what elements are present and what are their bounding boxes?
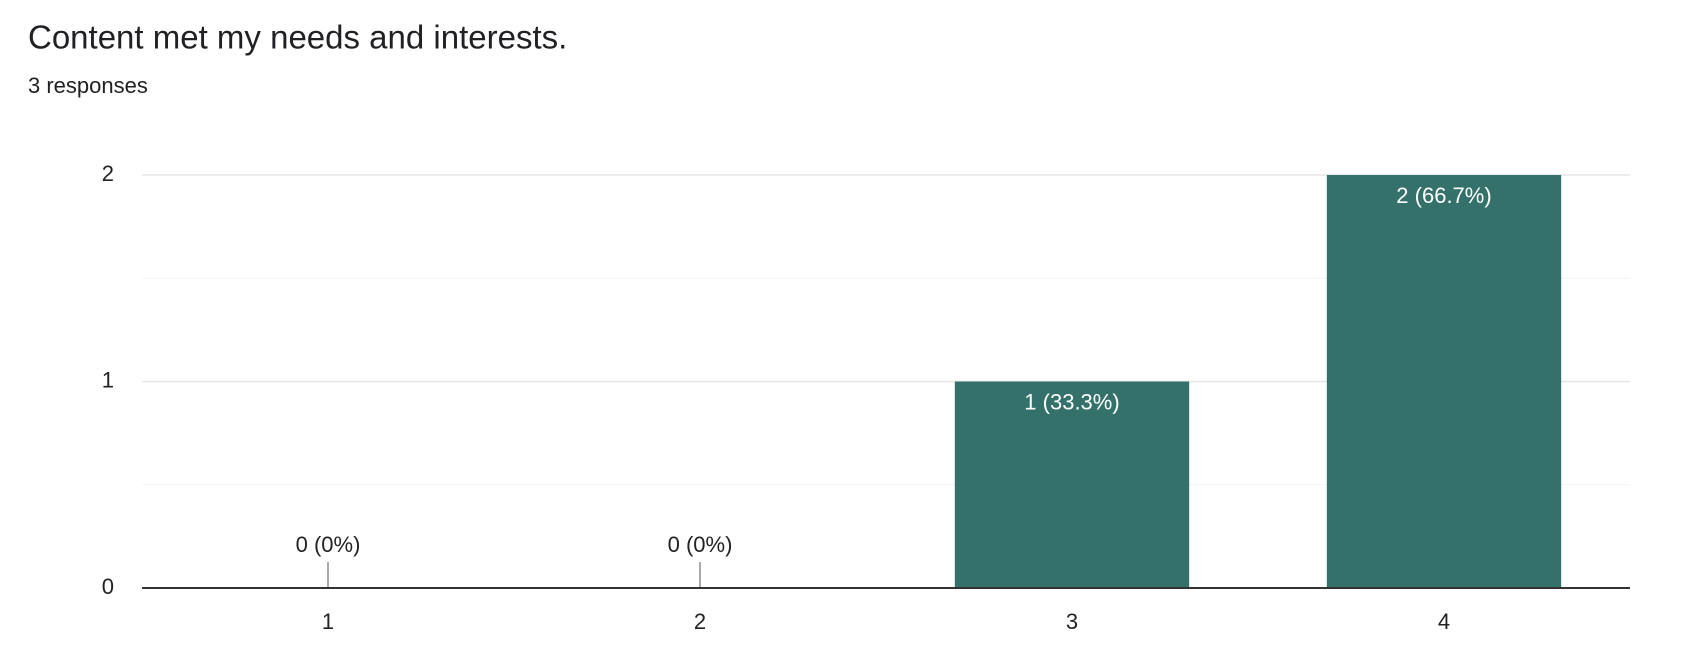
chart-title: Content met my needs and interests. bbox=[28, 19, 567, 56]
x-tick-label: 1 bbox=[322, 609, 334, 634]
y-tick-label: 1 bbox=[102, 367, 114, 392]
chart-subtitle: 3 responses bbox=[28, 73, 148, 98]
x-tick-label: 3 bbox=[1066, 609, 1078, 634]
y-tick-label: 2 bbox=[102, 161, 114, 186]
y-tick-label: 0 bbox=[102, 574, 114, 599]
x-tick-label: 4 bbox=[1438, 609, 1450, 634]
value-label: 0 (0%) bbox=[296, 532, 361, 557]
value-label: 1 (33.3%) bbox=[1024, 389, 1119, 414]
x-tick-label: 2 bbox=[694, 609, 706, 634]
bar bbox=[954, 381, 1190, 588]
bar bbox=[1326, 175, 1562, 588]
value-label: 0 (0%) bbox=[668, 532, 733, 557]
value-label: 2 (66.7%) bbox=[1396, 183, 1491, 208]
